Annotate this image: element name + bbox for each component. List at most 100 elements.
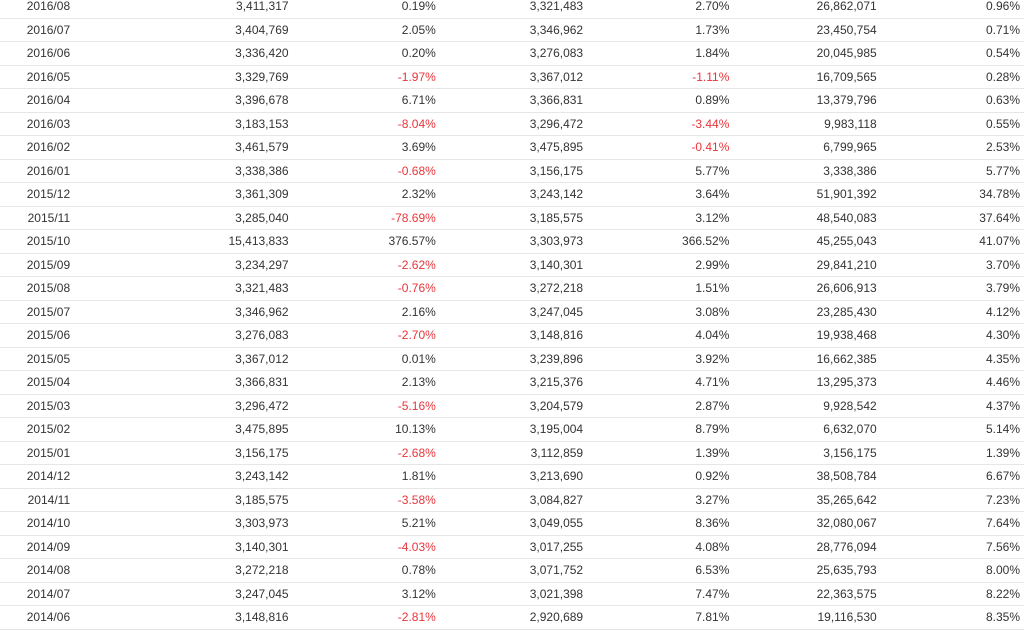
table-row: 2015/10 15,413,833 376.57% 3,303,973 366.52%…: [0, 229, 1024, 254]
value-cell: 3,329,769: [70, 65, 289, 89]
value-cell: 3,243,142: [70, 464, 289, 489]
cumulative-change-cell: 0.63%: [876, 88, 1024, 113]
value-cell: 3,404,769: [70, 18, 289, 42]
mom-change-cell: -4.03%: [288, 535, 436, 559]
yoy-change-cell: 4.08%: [583, 535, 730, 559]
mom-change-cell: 0.01%: [288, 347, 436, 371]
prior-year-value-cell: 3,321,483: [435, 0, 584, 19]
period-cell: 2014/11: [0, 488, 71, 512]
mom-change-cell: -2.70%: [288, 323, 436, 348]
yoy-change-cell: 7.81%: [583, 605, 730, 630]
cumulative-value-cell: 48,540,083: [729, 206, 877, 230]
period-cell: 2015/12: [0, 182, 71, 207]
cumulative-change-cell: 8.22%: [876, 582, 1024, 606]
period-cell: 2016/03: [0, 112, 71, 136]
value-cell: 3,366,831: [70, 370, 289, 395]
yoy-change-cell: 1.84%: [583, 41, 730, 66]
cumulative-value-cell: 13,295,373: [729, 370, 877, 395]
cumulative-change-cell: 37.64%: [876, 206, 1024, 230]
mom-change-cell: -1.97%: [288, 65, 436, 89]
prior-year-value-cell: 2,920,689: [435, 605, 584, 630]
prior-year-value-cell: 3,071,752: [435, 558, 584, 583]
mom-change-cell: 3.12%: [288, 582, 436, 606]
cumulative-value-cell: 35,265,642: [729, 488, 877, 512]
yoy-change-cell: 8.36%: [583, 511, 730, 536]
table-row: 2015/05 3,367,012 0.01% 3,239,896 3.92% 16,66…: [0, 347, 1024, 371]
cumulative-value-cell: 51,901,392: [729, 182, 877, 207]
period-cell: 2016/04: [0, 88, 71, 113]
cumulative-change-cell: 5.77%: [876, 159, 1024, 183]
cumulative-value-cell: 23,285,430: [729, 300, 877, 324]
cumulative-change-cell: 0.71%: [876, 18, 1024, 42]
table-row: 2016/07 3,404,769 2.05% 3,346,962 1.73% 23,45…: [0, 18, 1024, 42]
period-cell: 2014/12: [0, 464, 71, 489]
period-cell: 2015/01: [0, 441, 71, 465]
yoy-change-cell: 3.12%: [583, 206, 730, 230]
table-row: 2016/03 3,183,153 -8.04% 3,296,472 -3.44% 9,9…: [0, 112, 1024, 136]
cumulative-change-cell: 7.56%: [876, 535, 1024, 559]
mom-change-cell: 2.16%: [288, 300, 436, 324]
table-row: 2015/08 3,321,483 -0.76% 3,272,218 1.51% 26,6…: [0, 276, 1024, 301]
yoy-change-cell: 7.47%: [583, 582, 730, 606]
cumulative-change-cell: 0.54%: [876, 41, 1024, 66]
value-cell: 3,346,962: [70, 300, 289, 324]
prior-year-value-cell: 3,084,827: [435, 488, 584, 512]
value-cell: 3,140,301: [70, 535, 289, 559]
cumulative-change-cell: 7.23%: [876, 488, 1024, 512]
value-cell: 3,475,895: [70, 417, 289, 442]
cumulative-value-cell: 3,338,386: [729, 159, 877, 183]
table-row: 2015/02 3,475,895 10.13% 3,195,004 8.79% 6,63…: [0, 417, 1024, 442]
table-row: 2016/01 3,338,386 -0.68% 3,156,175 5.77% 3,33…: [0, 159, 1024, 183]
value-cell: 3,461,579: [70, 135, 289, 160]
table-row: 2016/06 3,336,420 0.20% 3,276,083 1.84% 20,04…: [0, 41, 1024, 66]
cumulative-change-cell: 4.37%: [876, 394, 1024, 418]
prior-year-value-cell: 3,367,012: [435, 65, 584, 89]
prior-year-value-cell: 3,156,175: [435, 159, 584, 183]
table-row: 2015/01 3,156,175 -2.68% 3,112,859 1.39% 3,15…: [0, 441, 1024, 465]
value-cell: 3,276,083: [70, 323, 289, 348]
yoy-change-cell: 0.89%: [583, 88, 730, 113]
yoy-change-cell: 2.99%: [583, 253, 730, 277]
cumulative-value-cell: 28,776,094: [729, 535, 877, 559]
yoy-change-cell: 3.92%: [583, 347, 730, 371]
prior-year-value-cell: 3,195,004: [435, 417, 584, 442]
mom-change-cell: 2.05%: [288, 18, 436, 42]
prior-year-value-cell: 3,140,301: [435, 253, 584, 277]
prior-year-value-cell: 3,296,472: [435, 112, 584, 136]
value-cell: 3,272,218: [70, 558, 289, 583]
mom-change-cell: -3.58%: [288, 488, 436, 512]
table-row: 2014/11 3,185,575 -3.58% 3,084,827 3.27% 35,2…: [0, 488, 1024, 512]
yoy-change-cell: 366.52%: [583, 229, 730, 254]
mom-change-cell: -0.76%: [288, 276, 436, 301]
cumulative-value-cell: 6,799,965: [729, 135, 877, 160]
period-cell: 2015/02: [0, 417, 71, 442]
mom-change-cell: 5.21%: [288, 511, 436, 536]
value-cell: 15,413,833: [70, 229, 289, 254]
cumulative-change-cell: 41.07%: [876, 229, 1024, 254]
value-cell: 3,148,816: [70, 605, 289, 630]
prior-year-value-cell: 3,215,376: [435, 370, 584, 395]
table-row: 2015/04 3,366,831 2.13% 3,215,376 4.71% 13,29…: [0, 370, 1024, 395]
table-row: 2014/08 3,272,218 0.78% 3,071,752 6.53% 25,63…: [0, 558, 1024, 583]
period-cell: 2014/10: [0, 511, 71, 536]
table-row: 2014/10 3,303,973 5.21% 3,049,055 8.36% 32,08…: [0, 511, 1024, 536]
table-row: 2016/02 3,461,579 3.69% 3,475,895 -0.41% 6,79…: [0, 135, 1024, 160]
yoy-change-cell: 1.73%: [583, 18, 730, 42]
value-cell: 3,361,309: [70, 182, 289, 207]
yoy-change-cell: 3.27%: [583, 488, 730, 512]
value-cell: 3,303,973: [70, 511, 289, 536]
table-row: 2014/06 3,148,816 -2.81% 2,920,689 7.81% 19,1…: [0, 605, 1024, 630]
prior-year-value-cell: 3,475,895: [435, 135, 584, 160]
mom-change-cell: 1.81%: [288, 464, 436, 489]
table-row: 2015/06 3,276,083 -2.70% 3,148,816 4.04% 19,9…: [0, 323, 1024, 348]
prior-year-value-cell: 3,276,083: [435, 41, 584, 66]
prior-year-value-cell: 3,021,398: [435, 582, 584, 606]
mom-change-cell: -8.04%: [288, 112, 436, 136]
period-cell: 2016/05: [0, 65, 71, 89]
period-cell: 2015/06: [0, 323, 71, 348]
period-cell: 2014/08: [0, 558, 71, 583]
period-cell: 2015/07: [0, 300, 71, 324]
cumulative-value-cell: 26,862,071: [729, 0, 877, 19]
yoy-change-cell: -0.41%: [583, 135, 730, 160]
prior-year-value-cell: 3,239,896: [435, 347, 584, 371]
